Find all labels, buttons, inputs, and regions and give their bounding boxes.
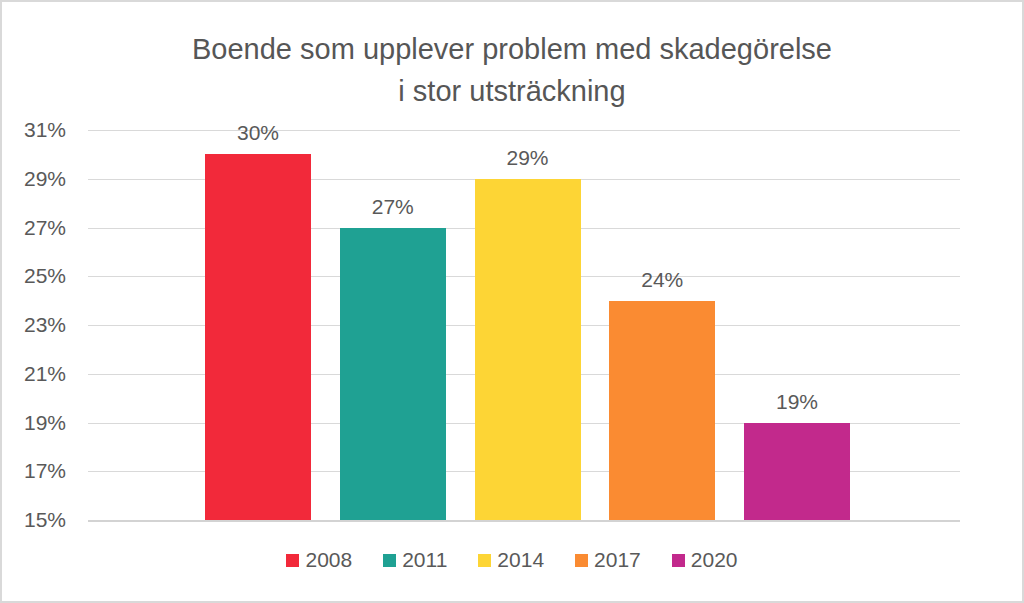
gridline: [88, 130, 960, 131]
legend-swatch: [478, 554, 491, 567]
legend-item-2008: 2008: [286, 548, 352, 572]
bar-2017: [609, 301, 715, 520]
y-axis-tick-label: 31%: [2, 118, 66, 142]
bar-value-label-2008: 30%: [237, 121, 279, 145]
y-axis-tick-label: 27%: [2, 216, 66, 240]
bar-2020: [744, 423, 850, 521]
bar-value-label-2020: 19%: [776, 390, 818, 414]
y-axis-tick-label: 15%: [2, 508, 66, 532]
bar-value-label-2014: 29%: [506, 146, 548, 170]
legend-swatch: [383, 554, 396, 567]
bar-2011: [340, 228, 446, 521]
legend-swatch: [672, 554, 685, 567]
bar-2008: [205, 154, 311, 520]
bar-value-label-2011: 27%: [372, 195, 414, 219]
legend-label: 2017: [594, 548, 641, 572]
y-axis-tick-label: 19%: [2, 411, 66, 435]
legend-swatch: [286, 554, 299, 567]
chart-title-line1: Boende som upplever problem med skadegör…: [2, 28, 1022, 70]
legend-item-2017: 2017: [575, 548, 641, 572]
y-axis-tick-label: 23%: [2, 313, 66, 337]
legend-label: 2020: [691, 548, 738, 572]
gridline: [88, 520, 960, 522]
chart-title: Boende som upplever problem med skadegör…: [2, 28, 1022, 112]
y-axis-tick-label: 29%: [2, 167, 66, 191]
legend-label: 2008: [305, 548, 352, 572]
legend-swatch: [575, 554, 588, 567]
legend-item-2020: 2020: [672, 548, 738, 572]
legend-item-2011: 2011: [383, 548, 447, 572]
legend-label: 2014: [497, 548, 544, 572]
y-axis-tick-label: 21%: [2, 362, 66, 386]
bar-2014: [475, 179, 581, 520]
y-axis-tick-label: 25%: [2, 264, 66, 288]
y-axis-tick-label: 17%: [2, 459, 66, 483]
legend-item-2014: 2014: [478, 548, 544, 572]
plot-area: 30%27%29%24%19%: [88, 130, 960, 520]
chart-title-line2: i stor utsträckning: [2, 70, 1022, 112]
y-axis: 31% 29% 27% 25% 23% 21% 19% 17% 15%: [2, 2, 66, 603]
legend: 2008 2011 2014 2017 2020: [2, 543, 1022, 577]
legend-label: 2011: [402, 548, 447, 572]
chart-frame: Boende som upplever problem med skadegör…: [0, 0, 1024, 603]
bar-value-label-2017: 24%: [641, 268, 683, 292]
